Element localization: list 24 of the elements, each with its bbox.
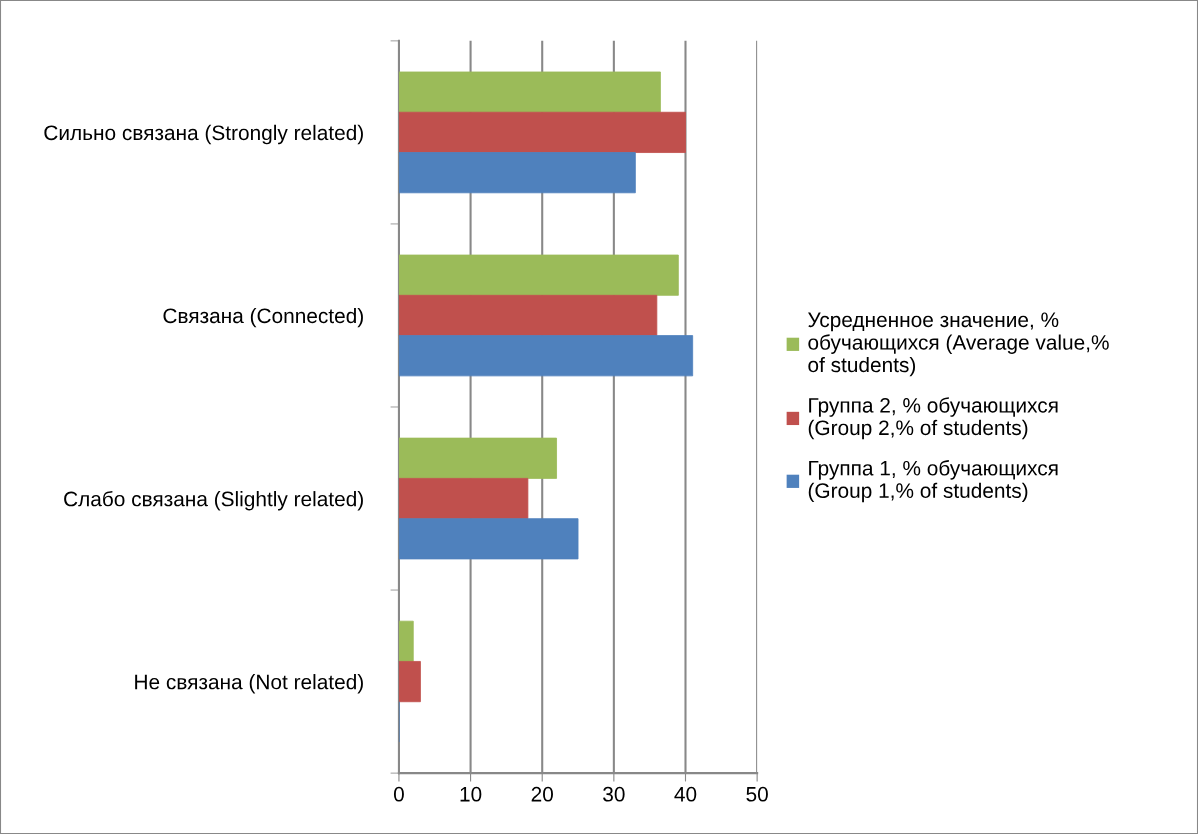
bar [398, 335, 694, 377]
y-tick-label: Сильно связана (Strongly related) [44, 124, 363, 145]
x-tick-label: 10 [460, 786, 482, 802]
bar [398, 152, 636, 194]
x-tick-label: 50 [746, 786, 768, 802]
y-tick-label: Слабо связана (Slightly related) [64, 490, 363, 511]
bar [398, 661, 421, 703]
x-tick-label: 40 [674, 786, 697, 802]
bar [398, 111, 686, 153]
y-tick-label: Не связана (Not related) [135, 674, 363, 694]
bar [398, 71, 661, 113]
legend-label: Группа 1, % обучающихся (Group 1,% of students) [808, 460, 1058, 503]
x-tick-label: 30 [603, 786, 625, 802]
bar [398, 518, 579, 560]
bar [398, 254, 679, 296]
legend-label: Группа 2, % обучающихся (Group 2,% of students) [808, 397, 1058, 440]
bar [398, 620, 414, 662]
bar [398, 477, 529, 520]
y-tick-label: Связана (Connected) [163, 307, 363, 328]
legend-label: Усредненное значение, % обучающихся (Average value,% of students) [808, 312, 1109, 377]
x-tick-label: 0 [393, 786, 404, 802]
bar [398, 437, 557, 479]
bar [398, 294, 658, 337]
x-tick-label: 20 [531, 786, 553, 802]
